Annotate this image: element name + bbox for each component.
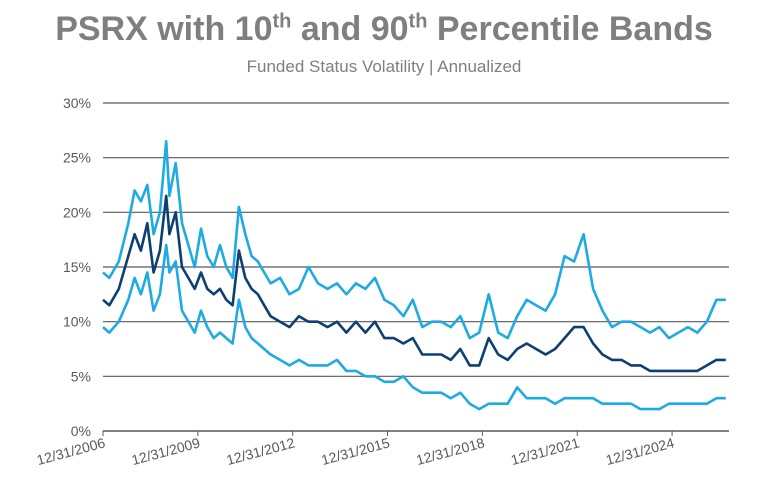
x-tick-label: 12/31/2018 bbox=[414, 434, 486, 468]
chart-title-superscript: th bbox=[408, 10, 428, 33]
chart-title-part: and 90 bbox=[291, 10, 409, 48]
chart-title-part: Percentile Bands bbox=[427, 10, 713, 48]
y-tick-label: 15% bbox=[63, 259, 91, 275]
chart-title-superscript: th bbox=[272, 10, 292, 33]
y-tick-label: 5% bbox=[71, 368, 91, 384]
chart-title-part: PSRX with 10 bbox=[55, 10, 273, 48]
y-tick-label: 10% bbox=[63, 314, 91, 330]
x-axis: 12/31/2006 12/31/2009 12/31/2012 12/31/2015… bbox=[35, 431, 676, 468]
y-axis: 0% 5% 10% 15% 20% 25% 30% bbox=[63, 95, 91, 439]
x-tick-label: 12/31/2006 bbox=[35, 434, 107, 468]
chart-title: PSRX with 10th and 90th Percentile Bands bbox=[0, 10, 768, 49]
y-tick-label: 20% bbox=[63, 204, 91, 220]
gridlines bbox=[103, 102, 729, 432]
chart-subtitle: Funded Status Volatility | Annualized bbox=[246, 57, 522, 76]
upper-band-line bbox=[102, 140, 726, 340]
median-line bbox=[102, 194, 726, 373]
x-tick-label: 12/31/2012 bbox=[225, 434, 297, 468]
y-tick-label: 0% bbox=[71, 423, 91, 439]
series-lines bbox=[102, 140, 726, 411]
y-tick-label: 25% bbox=[63, 150, 91, 166]
x-tick-label: 12/31/2015 bbox=[319, 434, 391, 468]
x-tick-label: 12/31/2021 bbox=[509, 434, 581, 468]
x-tick-label: 12/31/2024 bbox=[604, 434, 676, 468]
y-tick-label: 30% bbox=[63, 95, 91, 111]
x-tick-label: 12/31/2009 bbox=[130, 434, 202, 468]
lower-band-line bbox=[102, 243, 726, 411]
